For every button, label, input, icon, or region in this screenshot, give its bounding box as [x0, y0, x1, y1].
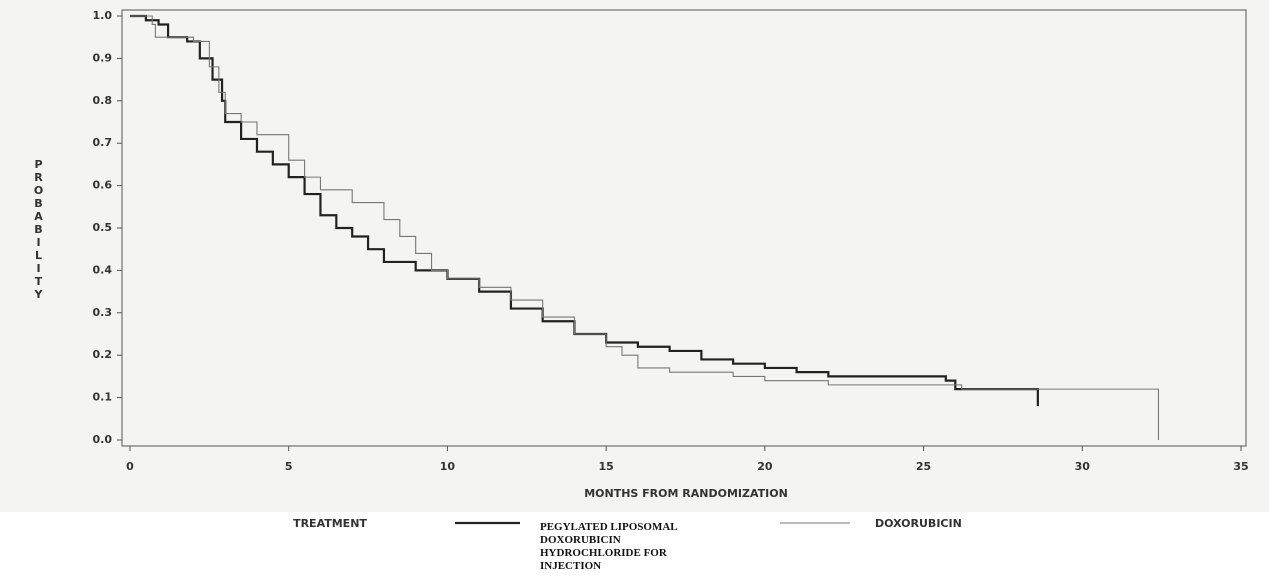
y-tick-label: 0.5: [93, 221, 113, 234]
survival-line: [130, 15, 1160, 440]
y-tick-label: 0.9: [93, 51, 113, 64]
y-tick-label: 0.0: [93, 433, 113, 446]
y-tick-label: 0.3: [93, 306, 113, 319]
legend-label: DOXORUBICIN: [875, 517, 962, 530]
y-tick-label: 0.8: [93, 94, 113, 107]
y-tick-label: 0.2: [93, 348, 113, 361]
x-tick-label: 35: [1233, 460, 1248, 473]
x-tick-label: 20: [757, 460, 773, 473]
legend-title: TREATMENT: [293, 517, 367, 530]
x-tick-label: 0: [126, 460, 134, 473]
x-tick-label: 15: [598, 460, 613, 473]
y-tick-label: 0.4: [93, 263, 113, 276]
y-tick-label: 0.1: [93, 391, 113, 404]
y-tick-label: 0.7: [93, 136, 113, 149]
legend-label: PEGYLATED LIPOSOMAL DOXORUBICIN HYDROCHL…: [540, 521, 678, 572]
x-tick-label: 5: [285, 460, 293, 473]
y-axis-label: PROBABILITY: [32, 158, 45, 301]
x-tick-label: 30: [1075, 460, 1091, 473]
background: [0, 0, 1269, 512]
y-tick-label: 1.0: [93, 9, 113, 22]
x-tick-label: 25: [916, 460, 931, 473]
survival-line: [130, 14, 1039, 407]
y-tick-label: 0.6: [93, 179, 113, 192]
x-tick-label: 10: [440, 460, 456, 473]
x-axis-label: MONTHS FROM RANDOMIZATION: [584, 487, 788, 500]
